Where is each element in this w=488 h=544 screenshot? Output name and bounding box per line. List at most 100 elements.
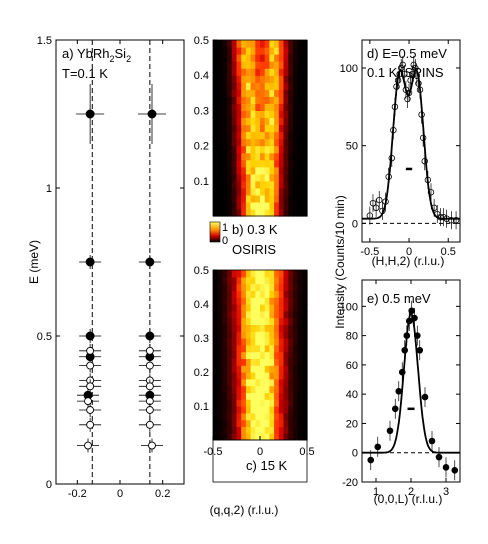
heatmap-cell (213, 378, 219, 387)
heatmap-cell (231, 338, 238, 346)
heatmap-cell (278, 344, 285, 353)
heatmap-cell (231, 152, 238, 161)
heatmap-cell (269, 270, 275, 278)
heatmap-cell (278, 426, 285, 434)
heatmap-cell (288, 351, 294, 359)
heatmap-cell (222, 283, 228, 291)
panel-e-point (391, 405, 399, 413)
heatmap-cell (297, 324, 303, 332)
heatmap-cell (269, 304, 275, 312)
heatmap-cell (213, 110, 219, 119)
heatmap-cell (231, 68, 238, 76)
heatmap-cell (250, 276, 256, 285)
panel-a-point-open (145, 361, 154, 370)
heatmap-cell (245, 96, 252, 104)
heatmap-cell (274, 283, 280, 291)
panel-d-point (407, 77, 414, 84)
heatmap-cell (278, 187, 285, 196)
heatmap-cell (297, 152, 303, 161)
heatmap-cell (250, 419, 256, 427)
heatmap-cell (217, 208, 223, 217)
heatmap-cell (255, 372, 261, 380)
heatmap-cell (222, 110, 228, 119)
heatmap-cell (302, 124, 308, 133)
heatmap-cell (292, 47, 299, 55)
heatmap-cell (255, 117, 261, 126)
heatmap-cell (292, 159, 299, 168)
heatmap-cell (297, 276, 303, 285)
heatmap-cell (278, 138, 285, 147)
heatmap-cell (231, 317, 238, 325)
heatmap-cell (260, 166, 266, 175)
heatmap-cell (236, 385, 242, 393)
heatmap-cell (288, 426, 294, 434)
heatmap-cell (274, 270, 280, 278)
panel-d-xtick-label: -0.5 (360, 246, 379, 258)
heatmap-cell (283, 378, 289, 387)
heatmap-cell (245, 152, 252, 161)
heatmap-cell (236, 426, 242, 434)
heatmap-cell (227, 75, 233, 83)
heatmap-cell (269, 124, 275, 133)
heatmap-cell (213, 159, 219, 168)
heatmap-cell (278, 131, 285, 140)
heatmap-cell (245, 331, 252, 339)
heatmap-cell (269, 276, 275, 285)
panel-d-point (448, 217, 455, 224)
heatmap-cell (227, 304, 233, 312)
panel-a-point-filled (85, 109, 95, 119)
heatmap-cell (227, 392, 233, 400)
heatmap-cell (255, 138, 261, 147)
heatmap-cell (245, 159, 252, 168)
heatmap-cell (292, 75, 299, 83)
heatmap-cell (260, 331, 266, 339)
heatmap-cell (283, 40, 289, 48)
heatmap-cell (222, 290, 228, 298)
heatmap-cell (264, 283, 270, 291)
heatmap-cell (241, 96, 247, 104)
heatmap-cell (245, 344, 252, 353)
heatmap-cell (302, 159, 308, 168)
heatmap-cell (227, 96, 233, 104)
panel-e-point (451, 466, 459, 474)
heatmap-cell (264, 117, 270, 126)
heatmap-cell (264, 344, 270, 353)
heatmap-cell (227, 173, 233, 182)
heatmap-cell (302, 372, 308, 380)
heatmap-cell (217, 89, 223, 97)
heatmap-cell (278, 283, 285, 291)
heatmap-cell (231, 365, 238, 373)
panel-e-point (416, 346, 424, 354)
panel-a-ylabel: E (meV) (27, 240, 41, 284)
heatmap-cell (241, 54, 247, 62)
heatmap-cell (274, 399, 280, 407)
heatmap-cell (236, 344, 242, 353)
heatmap-cell (278, 372, 285, 380)
heatmap-cell (231, 117, 238, 126)
heatmap-cell (236, 392, 242, 400)
heatmap-cell (269, 54, 275, 62)
heatmap-cell (250, 426, 256, 434)
heatmap-cell (222, 392, 228, 400)
heatmap-cell (245, 372, 252, 380)
heatmap-cell (250, 351, 256, 359)
heatmap-ytick-label: 0.3 (194, 105, 209, 117)
heatmap-cell (264, 96, 270, 104)
heatmap-cell (260, 75, 266, 83)
heatmap-cell (241, 110, 247, 119)
panel-a-ytick-label: 0.5 (37, 331, 52, 343)
heatmap-cell (278, 61, 285, 69)
heatmap-cell (222, 331, 228, 339)
heatmap-cell (292, 194, 299, 203)
heatmap-cell (250, 82, 256, 90)
panel-e-ytick-label: -20 (342, 477, 358, 489)
heatmap-cell (241, 187, 247, 196)
heatmap-cell (213, 338, 219, 346)
heatmap-cell (241, 47, 247, 55)
heatmap-cell (297, 180, 303, 189)
heatmap-cell (288, 358, 294, 366)
panel-e-label: e) 0.5 meV (367, 291, 431, 306)
heatmap-cell (241, 124, 247, 133)
heatmap-cell (236, 412, 242, 421)
heatmap-cell (297, 426, 303, 434)
